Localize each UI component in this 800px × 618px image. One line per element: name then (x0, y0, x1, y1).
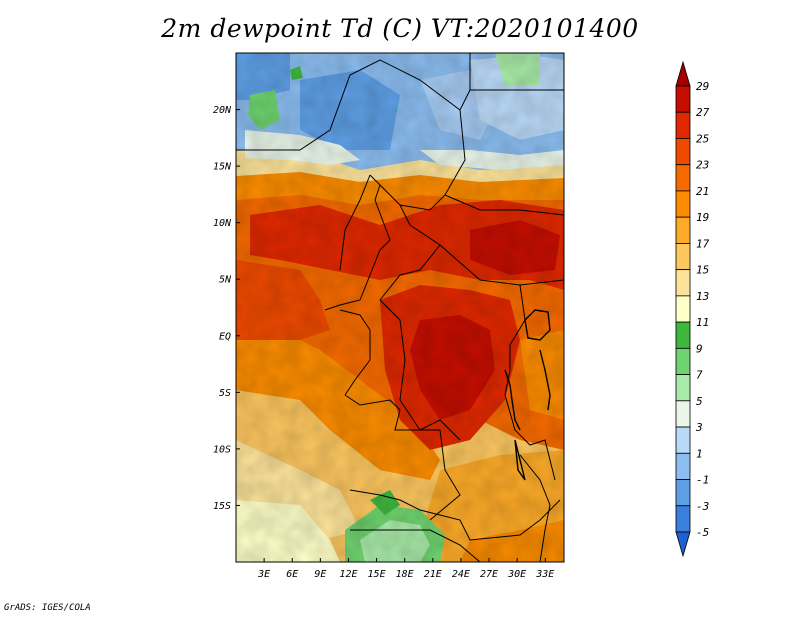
colorbar-segment (675, 321, 691, 349)
colorbar-label: 9 (696, 342, 703, 355)
colorbar-segment (675, 85, 691, 113)
lon-label: 3E (257, 569, 270, 580)
colorbar-label: 7 (696, 369, 703, 382)
colorbar-label: 5 (696, 395, 703, 408)
lon-label: 30E (507, 569, 526, 580)
lat-label: 20N (213, 105, 232, 116)
lake-outlines (504, 309, 551, 481)
colorbar-label: 11 (696, 316, 709, 329)
colorbar-label: 15 (696, 264, 709, 277)
grads-credit: GrADS: IGES/COLA (4, 603, 91, 613)
colorbar-label: -1 (696, 474, 709, 487)
lat-label: 15N (213, 162, 232, 173)
colorbar-bottom-arrow (675, 531, 691, 558)
colorbar-label: 1 (696, 447, 703, 460)
colorbar-label: 19 (696, 211, 709, 224)
lon-label: 27E (480, 569, 498, 580)
colorbar-segment (675, 505, 691, 533)
colorbar-label: -3 (696, 500, 709, 513)
colorbar-label: 21 (696, 185, 709, 198)
lat-label: 5N (219, 275, 232, 286)
dewpoint-field (236, 53, 564, 562)
lat-label: 15S (213, 501, 231, 512)
colorbar: 29 27 25 23 21 19 17 15 13 11 9 7 5 3 1 -1 -3 -5 (675, 60, 710, 558)
colorbar-segment (675, 479, 691, 507)
colorbar-label: 17 (696, 237, 710, 250)
colorbar-label: 29 (696, 80, 709, 93)
map-frame (235, 52, 565, 563)
colorbar-segment (675, 216, 691, 244)
colorbar-segment (675, 138, 691, 166)
colorbar-segment (675, 400, 691, 428)
colorbar-segment (675, 452, 691, 480)
lat-label: 10N (213, 218, 232, 229)
lon-label: 15E (368, 569, 386, 580)
colorbar-label: -5 (696, 526, 709, 539)
colorbar-label: 25 (696, 132, 709, 145)
colorbar-segment (675, 269, 691, 297)
colorbar-label: 27 (696, 106, 710, 119)
colorbar-segment (675, 426, 691, 454)
colorbar-segment (675, 111, 691, 139)
latitude-axis: 20N 15N 10N 5N EQ 5S 10S 15S (213, 105, 240, 512)
colorbar-segment (675, 190, 691, 218)
colorbar-segment (675, 295, 691, 323)
colorbar-label: 13 (696, 290, 709, 303)
longitude-axis: 3E 6E 9E 12E 15E 18E 21E 24E 27E 30E 33E (257, 558, 554, 580)
colorbar-segment (675, 374, 691, 402)
lat-label: 5S (219, 388, 231, 399)
colorbar-top-arrow (675, 60, 691, 87)
lon-label: 12E (339, 569, 357, 580)
lon-label: 33E (535, 569, 554, 580)
lat-label: EQ (219, 331, 231, 342)
colorbar-label: 3 (695, 421, 703, 434)
map-title: 2m dewpoint Td (C) VT:2020101400 (161, 14, 639, 43)
colorbar-segment (675, 347, 691, 375)
lon-label: 21E (424, 569, 442, 580)
lon-label: 6E (286, 569, 298, 580)
lon-label: 9E (314, 569, 326, 580)
colorbar-segment (675, 243, 691, 271)
colorbar-label: 23 (696, 159, 709, 172)
lon-label: 24E (452, 569, 470, 580)
colorbar-segment (675, 164, 691, 192)
country-borders (236, 53, 564, 562)
lat-label: 10S (213, 444, 231, 455)
lon-label: 18E (396, 569, 414, 580)
